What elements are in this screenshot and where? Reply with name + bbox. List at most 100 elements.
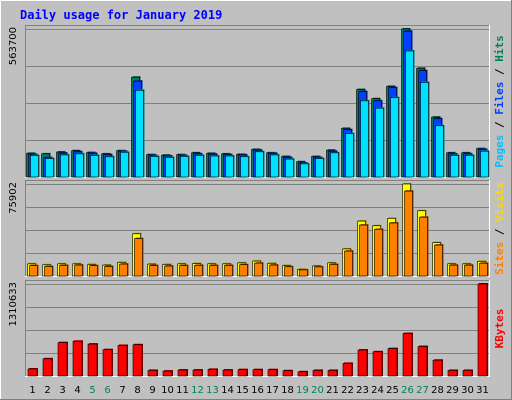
panel-max-label: 1310633 [8,282,19,327]
bar-kbytes-day-13 [207,368,218,377]
bar-face [314,266,323,277]
bar-kbytes-day-25 [387,347,398,377]
x-tick-label-day-12: 12 [191,385,204,396]
bar-face [222,369,233,377]
bar-sites-day-3 [59,264,69,277]
bar-face [269,264,278,277]
bar-pages-day-18 [285,158,295,178]
bar-face [210,155,219,178]
bar-face [57,342,68,377]
bar-pages-day-21 [330,151,340,178]
bar-kbytes-day-21 [327,369,338,377]
bar-face [344,250,353,277]
x-tick-label-day-15: 15 [236,385,249,396]
bar-kbytes-day-8 [132,343,143,377]
bar-face [135,90,144,178]
bar-kbytes-day-4 [72,340,83,377]
x-tick-label-day-13: 13 [206,385,219,396]
bar-sites-day-11 [179,264,189,277]
bar-face [345,133,354,178]
legend-entry: / [493,115,506,135]
bar-face [102,349,113,377]
bar-face [237,369,248,377]
bar-face [132,344,143,377]
bar-face [435,125,444,178]
bar-face [282,370,293,377]
bar-face [300,163,309,178]
panel-bars [27,283,488,377]
bar-sites-day-21 [329,263,339,277]
bar-face [149,265,158,277]
bar-face [419,216,428,277]
bar-face [90,155,99,178]
bar-sites-day-17 [269,264,279,277]
bar-kbytes-day-31 [477,283,488,377]
bar-kbytes-day-3 [57,341,68,377]
x-tick-label-day-27: 27 [416,385,429,396]
bar-kbytes-day-16 [252,368,263,377]
bar-face [402,333,413,377]
bar-face [74,264,83,277]
x-tick-label-day-20: 20 [311,385,324,396]
bar-sites-day-8 [134,237,144,277]
bar-sites-day-12 [194,264,204,277]
x-tick-label-day-7: 7 [119,385,125,396]
panel-max-label: 75902 [8,182,19,214]
bar-face [177,369,188,377]
bar-face [117,345,128,377]
bar-face [30,155,39,178]
legend-entry: / [493,222,506,242]
bar-face [404,190,413,277]
bar-face [45,158,54,178]
bar-face [389,222,398,277]
bar-face [27,368,38,377]
bar-face [315,158,324,178]
bar-sites-day-24 [374,228,384,277]
bar-face [207,369,218,377]
bar-kbytes-day-10 [162,370,173,377]
bar-face [375,107,384,178]
bar-pages-day-27 [420,81,430,178]
bar-pages-day-9 [150,155,160,178]
bar-pages-day-3 [60,153,70,178]
bar-pages-day-24 [375,107,385,178]
bar-face [147,370,158,377]
bar-sites-day-19 [299,268,309,277]
bar-pages-day-7 [120,151,130,178]
bar-face [44,266,53,277]
bar-pages-day-11 [180,155,190,178]
bar-sites-day-7 [119,263,129,277]
bar-pages-day-30 [465,154,475,178]
bar-kbytes-day-18 [282,369,293,377]
bar-face [134,238,143,277]
x-tick-label-day-9: 9 [149,385,155,396]
bar-sites-day-9 [149,264,159,277]
bar-face [119,263,128,277]
bar-face [462,370,473,377]
bar-face [434,244,443,277]
bar-kbytes-day-6 [102,348,113,377]
x-tick-label-day-25: 25 [386,385,399,396]
bar-face [192,369,203,377]
panel-middle: 75902 Sites / Visits [8,180,506,277]
bar-kbytes-day-28 [432,359,443,377]
bar-kbytes-day-26 [402,332,413,377]
bar-kbytes-day-9 [147,369,158,377]
bar-face [105,156,114,178]
bar-face [374,229,383,277]
bar-face [252,369,263,377]
chart-title: Daily usage for January 2019 [20,8,222,22]
x-tick-label-day-31: 31 [476,385,489,396]
bar-sites-day-22 [344,250,354,277]
x-tick-label-day-2: 2 [44,385,50,396]
bar-face [479,262,488,277]
bar-kbytes-day-11 [177,369,188,377]
bar-pages-day-12 [195,154,205,178]
panel-top: 563700 Pages / Files / Hits [8,25,506,178]
bar-kbytes-day-24 [372,350,383,377]
bar-kbytes-day-14 [222,369,233,377]
x-tick-label-day-29: 29 [446,385,459,396]
x-tick-label-day-8: 8 [134,385,140,396]
bar-face [357,349,368,377]
